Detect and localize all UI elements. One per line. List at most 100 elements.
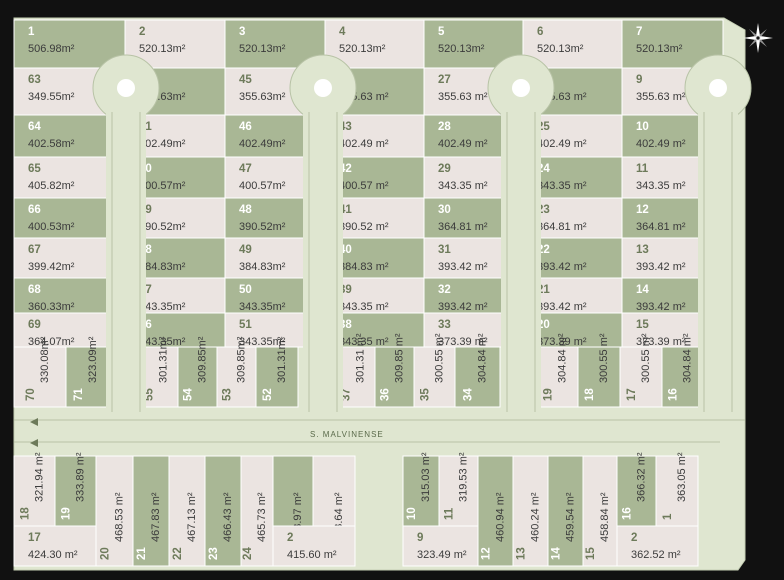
lot-number: 12 bbox=[636, 204, 649, 216]
lot-area: 402.49 m² bbox=[339, 138, 389, 150]
lot-area: 343.35 m² bbox=[636, 180, 686, 192]
lot-number: 68 bbox=[28, 284, 41, 296]
lot-area: 402.49 m² bbox=[537, 138, 587, 150]
lot-area: 364.81 m² bbox=[537, 221, 587, 233]
lot-number: 1 bbox=[28, 26, 35, 38]
lot-area: 373.39 m² bbox=[537, 336, 587, 348]
lot[interactable]: 4 520.13m² bbox=[324, 19, 425, 69]
lot-area: 343.35m² bbox=[139, 301, 186, 313]
lot[interactable]: 1 363.05 m² bbox=[655, 452, 699, 527]
cul-de-sac-stem bbox=[501, 100, 541, 410]
lot-area: 458.84 m² bbox=[599, 492, 611, 542]
lot-area: 520.13m² bbox=[339, 43, 386, 55]
lot-shape bbox=[536, 346, 579, 408]
lot-area: 323.09m² bbox=[87, 336, 99, 383]
lot-area: 333.89 m² bbox=[75, 452, 87, 502]
lot-area: 304.84 m² bbox=[477, 333, 489, 383]
lot-number: 2 bbox=[631, 532, 637, 544]
road-name-label: S. MALVINENSE bbox=[310, 430, 384, 439]
lot-shape bbox=[577, 346, 621, 408]
lot-number: 31 bbox=[438, 244, 451, 256]
lot-area: 355.63 m² bbox=[636, 91, 686, 103]
lot-shape bbox=[95, 455, 134, 567]
direction-arrow-icon bbox=[30, 439, 38, 447]
lot-number: 64 bbox=[28, 121, 41, 133]
lot-number: 49 bbox=[239, 244, 252, 256]
lot-number: 54 bbox=[183, 388, 195, 401]
lot-number: 63 bbox=[28, 74, 41, 86]
lot-area: 390.52 m² bbox=[339, 221, 389, 233]
lot-area: 355.63 m² bbox=[438, 91, 488, 103]
lot-number: 28 bbox=[438, 121, 451, 133]
lot[interactable]: 17 424.30 m² bbox=[13, 525, 97, 567]
lot-area: 399.42m² bbox=[28, 261, 75, 273]
lot-area: 304.84 m² bbox=[557, 333, 569, 383]
lot-number: 23 bbox=[208, 547, 220, 560]
lot-area: 520.13m² bbox=[636, 43, 683, 55]
lot-number: 17 bbox=[28, 532, 41, 544]
lot-area: 400.53m² bbox=[28, 221, 75, 233]
lot-area: 343.35m² bbox=[239, 336, 286, 348]
lot-number: 51 bbox=[239, 319, 252, 331]
lot-area: 402.49 m² bbox=[438, 138, 488, 150]
lot-area: 384.83m² bbox=[139, 261, 186, 273]
cul-de-sac-stem bbox=[303, 100, 343, 410]
lot-number: 11 bbox=[636, 163, 649, 175]
lot-area: 343.35m² bbox=[239, 301, 286, 313]
lot[interactable]: 2 415.60 m² bbox=[272, 525, 356, 567]
lot-number: 13 bbox=[636, 244, 649, 256]
roundabout-island bbox=[117, 79, 135, 97]
lot-shape bbox=[272, 525, 356, 567]
lot-number: 66 bbox=[28, 204, 41, 216]
lot-area: 459.54 m² bbox=[565, 492, 577, 542]
lot-number: 55 bbox=[144, 388, 156, 401]
lot-shape bbox=[454, 346, 501, 408]
lot-shape bbox=[132, 455, 170, 567]
lot-area: 363.05 m² bbox=[676, 452, 688, 502]
lot-area: 364.07m² bbox=[28, 336, 75, 348]
lot-area: 468.53 m² bbox=[114, 492, 126, 542]
lot-number: 24 bbox=[242, 547, 254, 560]
lot-number: 11 bbox=[444, 507, 456, 520]
lot-number: 18 bbox=[20, 507, 32, 520]
lot-area: 384.83m² bbox=[239, 261, 286, 273]
lot-area: 355.63m² bbox=[239, 91, 286, 103]
lot[interactable]: 2 362.52 m² bbox=[616, 525, 699, 567]
lot[interactable]: 9 323.49 m² bbox=[402, 525, 479, 567]
lot-area: 506.98m² bbox=[28, 43, 75, 55]
lot-area: 402.58m² bbox=[28, 138, 75, 150]
lot[interactable]: 7 520.13m² bbox=[621, 19, 724, 69]
lot[interactable]: 6 520.13m² bbox=[522, 19, 623, 69]
lot-number: 37 bbox=[341, 388, 353, 401]
lot-number: 12 bbox=[481, 547, 493, 560]
lot-number: 19 bbox=[543, 388, 555, 401]
lot-number: 9 bbox=[417, 532, 423, 544]
lot-number: 67 bbox=[28, 244, 41, 256]
lot-number: 34 bbox=[463, 388, 475, 401]
